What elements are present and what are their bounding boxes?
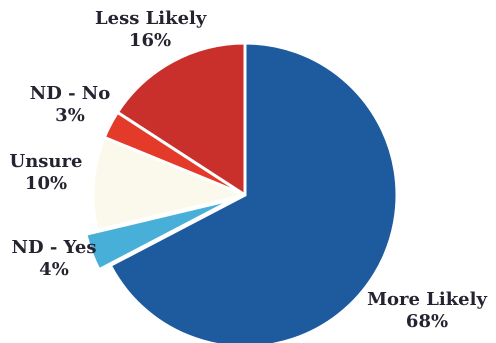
slice-name: Less Likely <box>95 8 207 29</box>
slice-label-unsure: Unsure 10% <box>0 151 92 195</box>
slice-label-nd-no: ND - No 3% <box>20 83 120 127</box>
slice-label-more-likely: More Likely 68% <box>360 289 494 333</box>
slice-label-less-likely: Less Likely 16% <box>95 8 207 52</box>
slice-name: More Likely <box>367 289 487 310</box>
slice-name: ND - No <box>29 83 111 104</box>
slice-name: ND - Yes <box>11 237 97 258</box>
slice-value: 10% <box>24 173 68 194</box>
pie-slice-unsure <box>91 135 247 232</box>
pie-slice-less-likely <box>115 41 247 197</box>
slice-name: Unsure <box>9 151 83 172</box>
pie-slice-nd-yes <box>84 197 236 272</box>
slice-value: 3% <box>55 105 85 126</box>
slice-label-nd-yes: ND - Yes 4% <box>0 237 108 281</box>
slice-value: 16% <box>128 30 172 51</box>
slice-value: 68% <box>405 311 449 332</box>
pie-slice-more-likely <box>108 41 399 343</box>
slice-value: 4% <box>39 259 69 280</box>
